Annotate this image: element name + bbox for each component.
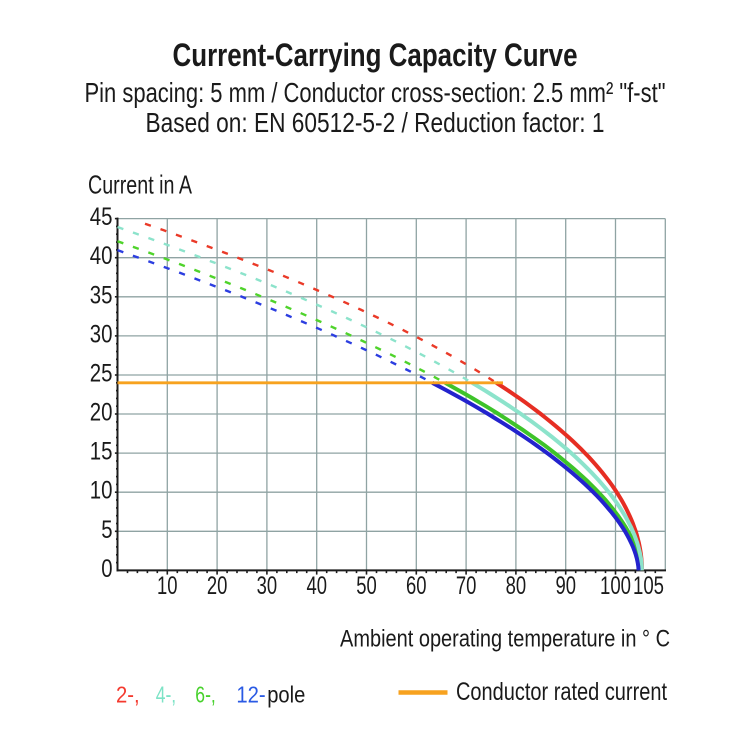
svg-text:70: 70 [456,572,477,600]
svg-text:12-: 12- [236,682,265,708]
svg-text:105: 105 [633,572,664,600]
svg-text:Conductor rated current: Conductor rated current [456,678,667,706]
svg-text:20: 20 [207,572,228,600]
svg-text:pole: pole [267,682,305,708]
svg-text:6-,: 6-, [195,682,216,708]
svg-text:40: 40 [90,242,113,270]
svg-text:5: 5 [101,516,112,544]
svg-text:35: 35 [90,281,113,309]
svg-text:40: 40 [306,572,327,600]
svg-text:Current in A: Current in A [88,170,192,200]
svg-text:100: 100 [600,572,631,600]
svg-text:15: 15 [90,438,113,466]
svg-text:Ambient operating temperature: Ambient operating temperature in ° C [340,626,670,653]
svg-text:20: 20 [90,399,113,427]
svg-text:90: 90 [555,572,576,600]
svg-text:2-,: 2-, [116,682,140,708]
svg-text:Pin spacing: 5 mm / Conductor: Pin spacing: 5 mm / Conductor cross-sect… [85,77,666,108]
svg-text:25: 25 [90,360,113,388]
svg-text:30: 30 [90,320,113,348]
svg-text:0: 0 [101,555,112,583]
svg-text:10: 10 [157,572,178,600]
svg-text:10: 10 [90,477,113,505]
svg-text:Based on: EN 60512-5-2 / Reduc: Based on: EN 60512-5-2 / Reduction facto… [146,107,605,138]
svg-text:Current-Carrying Capacity Curv: Current-Carrying Capacity Curve [173,37,578,73]
svg-text:50: 50 [356,572,377,600]
svg-text:4-,: 4-, [156,682,177,708]
svg-text:30: 30 [257,572,278,600]
svg-text:80: 80 [506,572,527,600]
svg-text:60: 60 [406,572,427,600]
svg-text:45: 45 [90,203,113,231]
